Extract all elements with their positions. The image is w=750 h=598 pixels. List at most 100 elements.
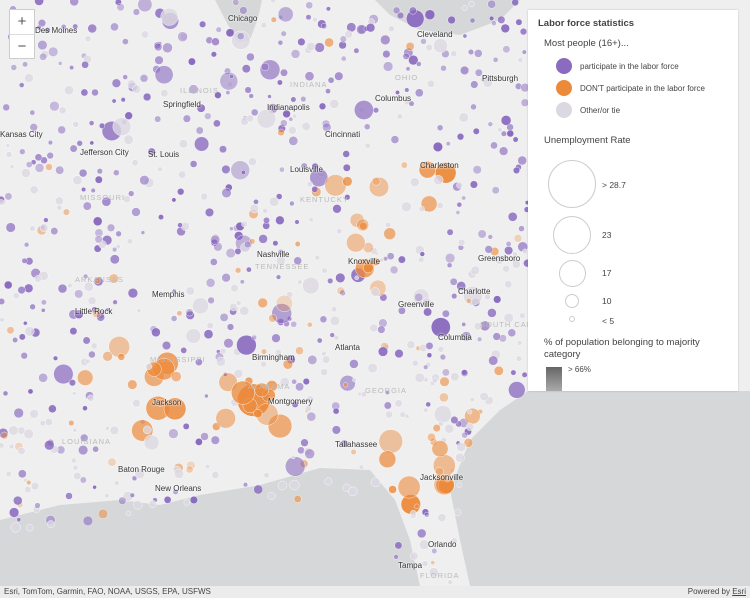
county-dot[interactable] [154,115,162,123]
county-dot[interactable] [282,359,294,370]
county-dot[interactable] [260,62,270,72]
county-dot[interactable] [104,493,110,499]
county-dot[interactable] [329,332,335,338]
county-dot[interactable] [195,126,204,135]
county-dot[interactable] [332,407,340,415]
county-dot[interactable] [10,522,21,533]
county-dot[interactable] [39,420,46,427]
county-dot[interactable] [383,227,396,240]
county-dot[interactable] [108,273,119,284]
county-dot[interactable] [294,219,300,225]
county-dot[interactable] [461,431,468,439]
county-dot[interactable] [493,365,504,376]
county-dot[interactable] [78,445,89,456]
county-dot[interactable] [34,0,44,6]
county-dot[interactable] [196,103,206,113]
county-dot[interactable] [17,286,26,295]
county-dot[interactable] [437,420,444,427]
county-dot[interactable] [62,208,70,216]
county-dot[interactable] [439,376,450,387]
county-dot[interactable] [484,293,491,301]
county-dot[interactable] [306,411,317,422]
county-dot[interactable] [58,106,67,115]
county-dot[interactable] [492,57,499,63]
county-dot[interactable] [232,0,240,6]
county-dot[interactable] [418,161,436,179]
county-dot[interactable] [209,258,218,266]
county-dot[interactable] [388,485,397,494]
county-dot[interactable] [307,322,313,328]
county-dot[interactable] [325,6,331,12]
county-dot[interactable] [432,424,441,433]
county-dot[interactable] [227,81,233,88]
county-dot[interactable] [87,296,97,306]
county-dot[interactable] [508,381,526,399]
county-dot[interactable] [395,90,400,95]
county-dot[interactable] [291,378,297,385]
county-dot[interactable] [136,308,142,313]
county-dot[interactable] [456,482,463,489]
county-dot[interactable] [521,49,527,55]
county-dot[interactable] [261,348,268,355]
county-dot[interactable] [195,358,203,366]
county-dot[interactable] [233,369,244,379]
county-dot[interactable] [421,508,430,516]
county-dot[interactable] [17,469,27,479]
county-dot[interactable] [67,283,73,289]
county-dot[interactable] [180,347,187,354]
county-dot[interactable] [178,170,187,179]
county-dot[interactable] [185,308,194,317]
county-dot[interactable] [288,136,299,146]
county-dot[interactable] [143,92,152,102]
county-dot[interactable] [456,201,462,208]
county-dot[interactable] [13,495,23,506]
county-dot[interactable] [69,0,79,7]
county-dot[interactable] [109,254,120,265]
county-dot[interactable] [178,139,188,149]
county-dot[interactable] [369,323,378,333]
county-dot[interactable] [433,175,444,186]
esri-link[interactable]: Esri [732,587,746,596]
county-dot[interactable] [223,67,231,75]
county-dot[interactable] [294,241,301,247]
county-dot[interactable] [286,291,294,299]
county-dot[interactable] [426,79,435,88]
county-dot[interactable] [449,277,458,286]
county-dot[interactable] [18,333,26,341]
county-dot[interactable] [133,500,143,510]
county-dot[interactable] [195,438,203,446]
county-dot[interactable] [122,38,129,45]
county-dot[interactable] [276,79,283,86]
county-dot[interactable] [143,434,160,451]
county-dot[interactable] [450,537,458,545]
county-dot[interactable] [354,100,374,120]
county-dot[interactable] [324,174,347,197]
county-dot[interactable] [297,279,303,285]
county-dot[interactable] [408,54,419,66]
county-dot[interactable] [450,372,460,382]
county-dot[interactable] [477,229,487,239]
county-dot[interactable] [487,0,496,9]
county-dot[interactable] [0,428,9,439]
county-dot[interactable] [433,38,448,54]
county-dot[interactable] [170,371,182,382]
county-dot[interactable] [2,103,10,112]
county-dot[interactable] [158,214,164,221]
county-dot[interactable] [404,87,410,93]
county-dot[interactable] [357,391,362,397]
county-dot[interactable] [206,322,214,330]
county-dot[interactable] [53,355,59,361]
county-dot[interactable] [34,163,45,173]
county-dot[interactable] [223,338,234,349]
county-dot[interactable] [414,88,424,98]
county-dot[interactable] [316,337,323,344]
county-dot[interactable] [428,567,439,578]
county-dot[interactable] [291,400,299,408]
county-dot[interactable] [300,96,307,103]
county-dot[interactable] [36,25,42,31]
county-dot[interactable] [305,1,314,10]
county-dot[interactable] [519,312,526,319]
county-dot[interactable] [102,351,113,362]
county-dot[interactable] [148,500,157,508]
county-dot[interactable] [408,6,417,15]
